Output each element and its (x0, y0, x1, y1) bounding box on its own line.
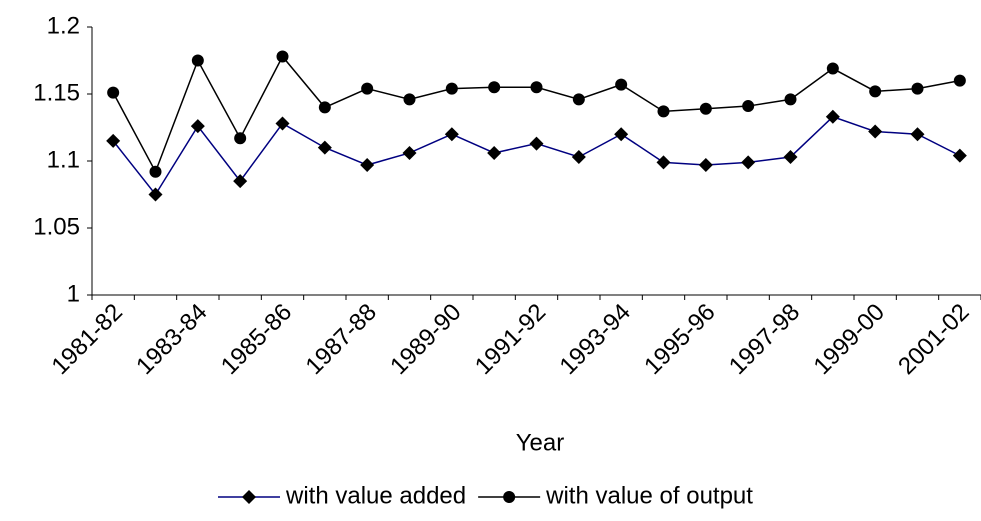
data-point (910, 127, 925, 142)
y-tick-label: 1.2 (47, 12, 80, 39)
data-point (191, 54, 204, 67)
data-point (615, 78, 628, 91)
data-point (656, 155, 671, 170)
y-tick-label: 1.05 (33, 213, 80, 240)
legend-marker (503, 491, 516, 503)
data-point (107, 86, 120, 99)
x-tick-label: 1985-86 (216, 299, 297, 380)
data-point (317, 140, 332, 155)
x-tick-label: 1993-94 (555, 299, 636, 380)
data-point (234, 132, 247, 145)
x-tick-label: 1983-84 (131, 299, 212, 380)
data-point (699, 102, 712, 115)
data-point (825, 109, 840, 124)
data-point (571, 149, 586, 164)
legend: with value added with value of output (218, 482, 753, 509)
data-point (402, 145, 417, 160)
data-point (530, 81, 543, 94)
data-point (445, 82, 458, 95)
y-tick-label: 1.1 (47, 146, 80, 173)
legend-label: with value of output (545, 482, 753, 509)
y-tick-label: 1 (67, 280, 80, 307)
data-point (741, 155, 756, 170)
legend-label: with value added (285, 482, 466, 509)
data-point (275, 116, 290, 131)
data-point (318, 101, 331, 114)
data-point (106, 133, 121, 148)
data-point (614, 127, 629, 142)
data-point (698, 158, 713, 173)
data-point (742, 100, 755, 113)
data-point (868, 124, 883, 139)
data-point (826, 62, 839, 75)
data-point (403, 93, 416, 106)
x-tick-label: 1987-88 (301, 299, 382, 380)
data-point (488, 81, 501, 94)
data-point (572, 93, 585, 106)
x-tick-label: 2001-02 (893, 299, 974, 380)
data-point (444, 127, 459, 142)
data-point (190, 119, 205, 134)
data-point (233, 174, 248, 189)
data-point (952, 148, 967, 163)
data-point (657, 105, 670, 118)
data-point (487, 145, 502, 160)
data-point (783, 149, 798, 164)
data-point (361, 82, 374, 95)
data-point (953, 74, 966, 87)
data-point (149, 165, 162, 178)
data-point (360, 158, 375, 173)
data-point (148, 187, 163, 202)
data-point (784, 93, 797, 106)
data-point (276, 50, 289, 63)
data-point (529, 136, 544, 151)
legend-marker (242, 490, 256, 504)
x-tick-label: 1995-96 (639, 299, 720, 380)
x-tick-label: 1997-98 (724, 299, 805, 380)
x-tick-label: 1999-00 (809, 299, 890, 380)
data-point (911, 82, 924, 95)
y-tick-label: 1.15 (33, 79, 80, 106)
x-tick-label: 1989-90 (385, 299, 466, 380)
data-point (869, 85, 882, 98)
x-tick-label: 1991-92 (470, 299, 551, 380)
x-tick-label: 1981-82 (47, 299, 128, 380)
x-axis-title: Year (516, 429, 565, 456)
